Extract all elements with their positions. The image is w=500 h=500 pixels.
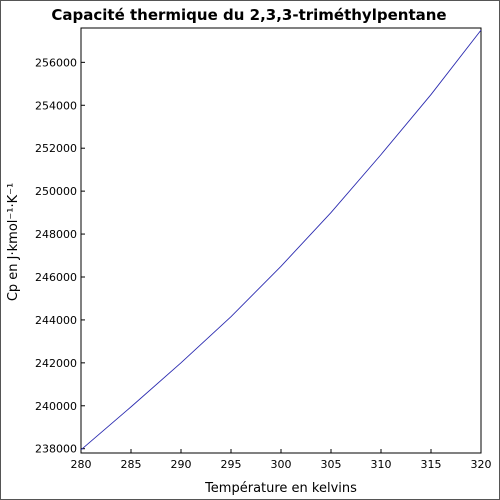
y-axis: 238000 240000 242000 244000 246000 248000 2500… [35,56,85,456]
y-tick-label: 248000 [35,228,77,241]
y-tick-label: 242000 [35,357,77,370]
x-tick-label: 285 [121,458,142,471]
x-tick-label: 320 [471,458,492,471]
y-tick-label: 240000 [35,400,77,413]
x-tick-label: 310 [371,458,392,471]
x-tick-label: 290 [171,458,192,471]
series-line [80,29,482,451]
x-tick-label: 315 [421,458,442,471]
x-tick-label: 280 [71,458,92,471]
y-tick-label: 250000 [35,185,77,198]
x-tick-label: 300 [271,458,292,471]
x-tick-label: 295 [221,458,242,471]
y-tick-label: 252000 [35,142,77,155]
y-tick-label: 256000 [35,56,77,69]
x-axis-label: Température en kelvins [204,481,357,496]
y-axis-label: Cp en J·kmol⁻¹·K⁻¹ [6,183,21,301]
y-tick-label: 244000 [35,314,77,327]
x-axis: 280 285 290 295 300 305 310 315 320 [71,449,492,471]
plot-area [80,27,482,454]
x-tick-label: 305 [321,458,342,471]
y-tick-label: 238000 [35,443,77,456]
y-tick-label: 246000 [35,271,77,284]
chart-title: Capacité thermique du 2,3,3-triméthylpen… [51,6,446,24]
y-tick-label: 254000 [35,99,77,112]
